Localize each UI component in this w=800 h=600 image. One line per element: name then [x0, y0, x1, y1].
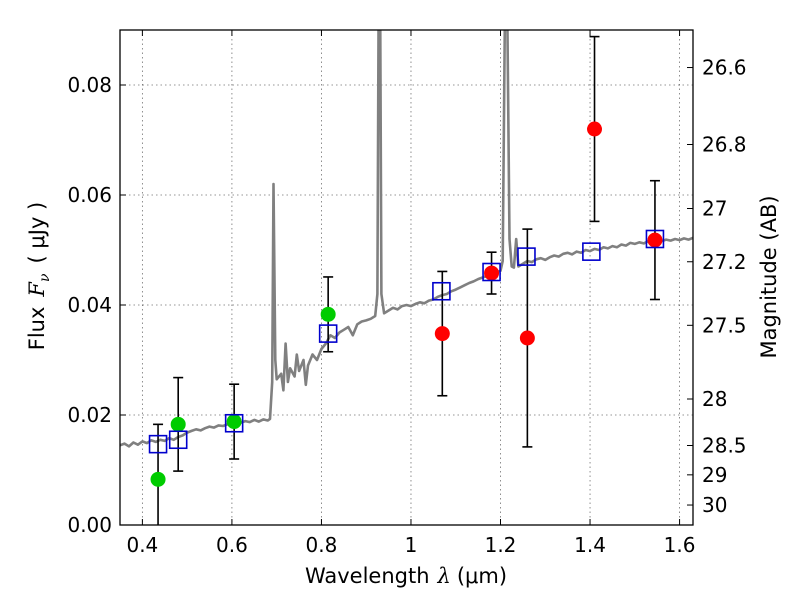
y-axis-label-symbol: F — [25, 281, 49, 298]
red-data-point — [484, 265, 500, 281]
y-tick-label: 0.02 — [67, 403, 112, 427]
red-data-point — [434, 326, 450, 342]
y-axis-label-subscript: ν — [37, 273, 53, 282]
x-tick-label: 0.4 — [126, 533, 158, 557]
x-axis-label-symbol: λ — [437, 564, 451, 588]
x-axis-label-prefix: Wavelength — [305, 564, 430, 588]
model-square-marker — [168, 430, 188, 450]
y2-axis-label: Magnitude (AB) — [757, 195, 781, 358]
y-axis-label: Flux Fν ( μJy ) — [25, 202, 53, 350]
x-axis-label: Wavelength λ (μm) — [305, 564, 507, 588]
x-tick-label: 1.6 — [664, 533, 696, 557]
y2-tick-label: 26.6 — [702, 56, 747, 80]
axis-ticks: 0.4 0.6 0.8 1 1.2 1.4 1.6 0.00 0.02 0.04 0.06 0.08 2… — [67, 30, 747, 557]
green-data-point — [320, 306, 336, 322]
y-tick-label: 0.06 — [67, 183, 112, 207]
y-axis-label-prefix: Flux — [25, 307, 49, 351]
data-markers — [148, 121, 665, 487]
model-square-marker — [318, 324, 338, 343]
x-axis-label-unit: (μm) — [457, 564, 507, 588]
y-tick-label: 0.04 — [67, 293, 112, 317]
model-square-marker — [517, 247, 536, 266]
model-square-marker — [645, 229, 665, 249]
x-tick-label: 0.6 — [216, 533, 248, 557]
y-tick-label: 0.08 — [67, 73, 112, 97]
model-square-marker — [148, 434, 168, 454]
green-data-point — [150, 471, 166, 487]
y2-tick-label: 27.2 — [702, 250, 747, 274]
model-spectrum — [120, 30, 693, 448]
y2-tick-label: 27 — [702, 197, 727, 221]
y2-tick-label: 29 — [702, 463, 727, 487]
x-tick-label: 1.4 — [574, 533, 606, 557]
spectrum-line — [120, 30, 693, 448]
grid — [120, 30, 693, 526]
y-axis-label-unit: ( μJy ) — [25, 202, 49, 264]
y2-tick-label: 28 — [702, 387, 727, 411]
green-data-point — [226, 414, 242, 430]
plot-frame — [119, 29, 694, 526]
y2-tick-label: 30 — [702, 493, 727, 517]
y2-tick-label: 27.5 — [702, 313, 747, 337]
red-data-point — [587, 121, 603, 137]
x-tick-label: 1.2 — [485, 533, 517, 557]
error-bars — [153, 35, 660, 525]
y2-tick-label: 28.5 — [702, 434, 747, 458]
red-data-point — [519, 330, 535, 346]
x-tick-label: 0.8 — [306, 533, 338, 557]
model-square-marker — [224, 413, 244, 433]
red-data-point — [647, 232, 663, 248]
y2-tick-label: 26.8 — [702, 132, 747, 156]
model-square-marker — [432, 281, 451, 301]
model-square-marker — [582, 242, 601, 261]
green-data-point — [170, 416, 186, 432]
x-tick-label: 1 — [405, 533, 418, 557]
model-square-marker — [482, 262, 501, 282]
y-tick-label: 0.00 — [67, 513, 112, 537]
